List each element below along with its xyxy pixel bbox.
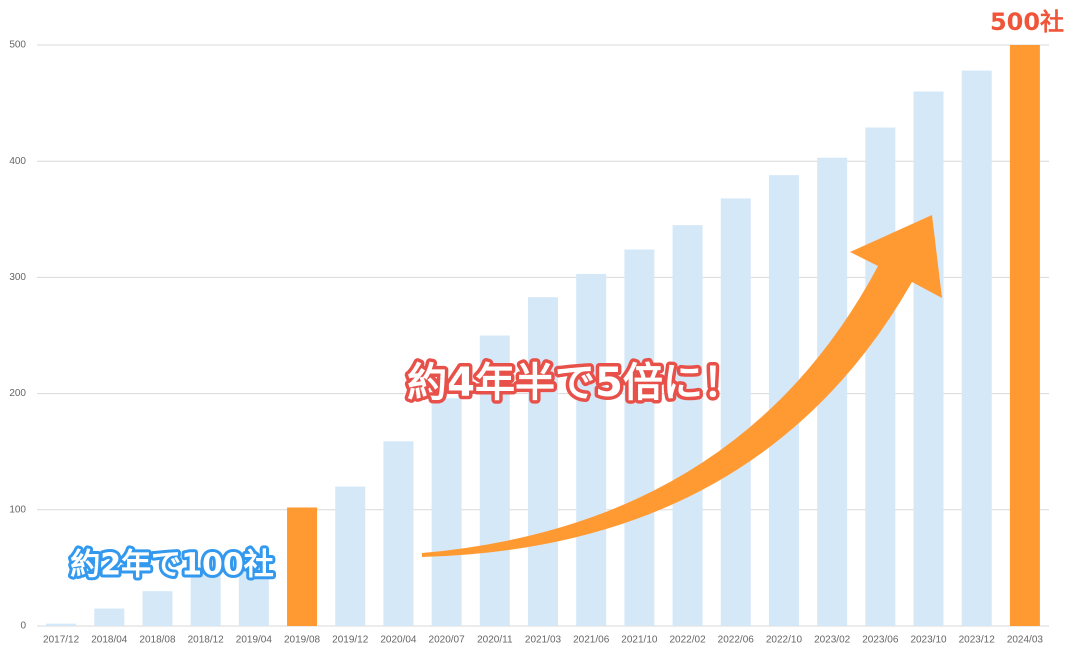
x-tick-label: 2024/03	[1007, 635, 1044, 646]
x-tick-label: 2018/04	[91, 635, 128, 646]
bar	[576, 273, 607, 626]
x-tick-label: 2023/06	[862, 635, 899, 646]
x-tick-label: 2020/11	[477, 635, 513, 646]
bar	[720, 198, 751, 626]
y-tick-label: 100	[9, 504, 26, 515]
bar	[479, 335, 510, 626]
y-tick-label: 400	[9, 156, 26, 167]
annotation: 約4年半で5倍に！	[407, 360, 743, 406]
y-tick-label: 300	[9, 272, 26, 283]
bar	[142, 591, 173, 626]
y-tick-label: 200	[9, 388, 26, 399]
x-tick-label: 2019/08	[284, 635, 321, 646]
bar	[865, 127, 896, 626]
bar	[383, 441, 414, 626]
bar	[190, 572, 221, 626]
x-tick-label: 2020/04	[380, 635, 417, 646]
x-tick-label: 2023/12	[959, 635, 996, 646]
bar	[1009, 45, 1040, 626]
x-tick-label: 2017/12	[43, 635, 80, 646]
bar	[913, 91, 944, 627]
y-tick-label: 0	[20, 621, 26, 632]
x-tick-label: 2023/02	[814, 635, 851, 646]
bar	[94, 608, 125, 626]
bar	[672, 225, 703, 627]
bar	[961, 70, 992, 626]
annotation: 500社	[990, 8, 1064, 36]
x-tick-label: 2022/10	[766, 635, 803, 646]
x-tick-label: 2021/03	[525, 635, 562, 646]
growth-arrow	[422, 215, 942, 557]
x-tick-label: 2019/12	[332, 635, 369, 646]
x-tick-label: 2018/12	[188, 635, 225, 646]
annotation: 約2年で100社	[70, 548, 274, 583]
labels: 0 100 200 300 400 500 2017/12 2018/04 2018/08 201…	[9, 40, 1043, 646]
bar	[238, 563, 269, 626]
bar	[528, 297, 558, 626]
x-tick-label: 2020/07	[429, 635, 466, 646]
x-tick-label: 2022/02	[669, 635, 706, 646]
x-tick-label: 2021/10	[621, 635, 658, 646]
y-tick-label: 500	[9, 40, 26, 51]
bar	[46, 623, 77, 626]
bar	[287, 507, 318, 626]
x-tick-label: 2019/04	[236, 635, 273, 646]
x-tick-label: 2023/10	[910, 635, 947, 646]
bar	[431, 398, 462, 626]
bar	[335, 486, 366, 626]
x-tick-label: 2022/06	[718, 635, 755, 646]
x-tick-label: 2021/06	[573, 635, 610, 646]
bar	[624, 249, 655, 626]
x-tick-label: 2018/08	[139, 635, 176, 646]
